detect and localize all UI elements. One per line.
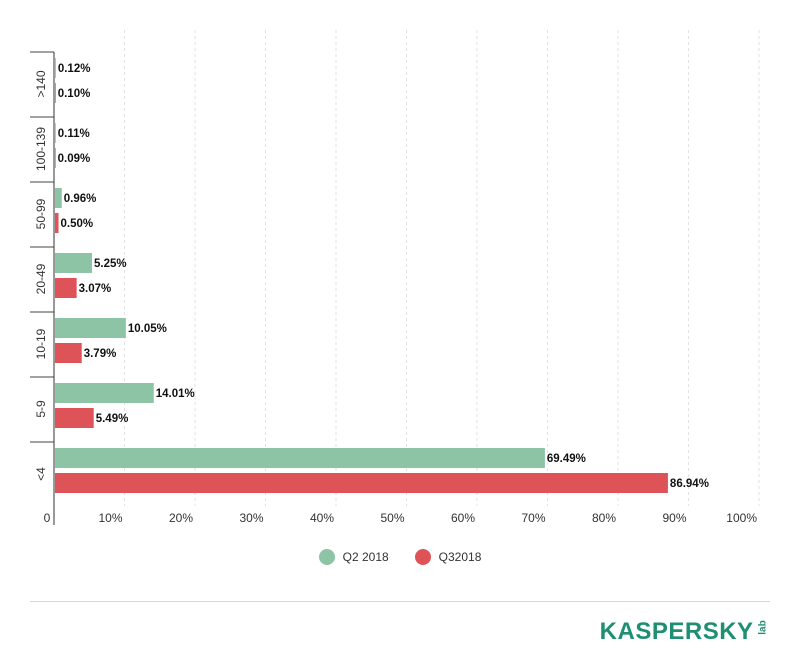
data-label-s0-c3: 5.25%: [94, 258, 127, 270]
legend: Q2 2018 Q32018: [0, 549, 800, 565]
bar-s0-c4: [55, 318, 126, 338]
data-label-s0-c5: 14.01%: [156, 388, 195, 400]
x-tick-label-10: 10%: [98, 511, 122, 525]
legend-item-q3-2018: Q32018: [414, 549, 482, 565]
category-label-5: 5-9: [34, 400, 48, 418]
bar-s1-c0: [55, 83, 56, 103]
x-tick-label-80: 80%: [592, 511, 616, 525]
bar-s1-c2: [55, 213, 59, 233]
bar-s0-c5: [55, 383, 154, 403]
data-label-s1-c1: 0.09%: [58, 153, 91, 165]
kaspersky-logo: KASPERSKY lab: [600, 618, 770, 646]
category-label-1: 100-139: [34, 127, 48, 171]
category-label-4: 10-19: [34, 328, 48, 359]
bar-s0-c3: [55, 253, 93, 273]
category-label-3: 20-49: [34, 263, 48, 294]
x-tick-label-40: 40%: [310, 511, 334, 525]
bar-s1-c6: [55, 473, 668, 493]
bar-s0-c6: [55, 448, 545, 468]
footer-divider: [30, 601, 770, 602]
bar-s1-c3: [55, 278, 77, 298]
bar-s0-c0: [55, 58, 56, 78]
data-label-s0-c4: 10.05%: [128, 323, 167, 335]
data-label-s1-c4: 3.79%: [84, 348, 117, 360]
x-tick-label-90: 90%: [662, 511, 686, 525]
bar-s1-c5: [55, 408, 94, 428]
bar-s0-c1: [55, 123, 56, 143]
data-label-s0-c2: 0.96%: [64, 193, 97, 205]
legend-swatch-q3-2018: [414, 549, 431, 565]
data-label-s0-c6: 69.49%: [547, 453, 586, 465]
data-label-s1-c5: 5.49%: [96, 413, 129, 425]
data-label-s0-c0: 0.12%: [58, 63, 91, 75]
legend-item-q2-2018: Q2 2018: [318, 549, 389, 565]
data-label-s1-c0: 0.10%: [58, 88, 91, 100]
bar-s0-c2: [55, 188, 62, 208]
x-tick-label-20: 20%: [169, 511, 193, 525]
x-tick-label-50: 50%: [380, 511, 404, 525]
bar-s1-c4: [55, 343, 82, 363]
legend-swatch-q2-2018: [318, 549, 335, 565]
x-tick-label-70: 70%: [521, 511, 545, 525]
data-label-s1-c6: 86.94%: [670, 478, 709, 490]
logo-text: KASPERSKY: [599, 618, 754, 645]
x-tick-label-60: 60%: [451, 511, 475, 525]
logo-suffix: lab: [757, 620, 769, 635]
category-label-6: <4: [34, 467, 48, 481]
x-tick-label-100: 100%: [726, 511, 757, 525]
bar-chart: >140 100-139 50-99 20-49 10-19 5-9 <4 0.12% 0.11…: [30, 30, 760, 525]
x-tick-label-0: 0: [44, 511, 51, 525]
data-label-s0-c1: 0.11%: [58, 128, 90, 140]
category-label-2: 50-99: [34, 198, 48, 229]
legend-label-q2-2018: Q2 2018: [342, 550, 389, 564]
data-label-s1-c2: 0.50%: [61, 218, 94, 230]
x-tick-label-30: 30%: [239, 511, 263, 525]
category-label-0: >140: [34, 70, 48, 97]
bar-s1-c1: [55, 148, 56, 168]
legend-label-q3-2018: Q32018: [438, 550, 482, 564]
data-label-s1-c3: 3.07%: [79, 283, 112, 295]
